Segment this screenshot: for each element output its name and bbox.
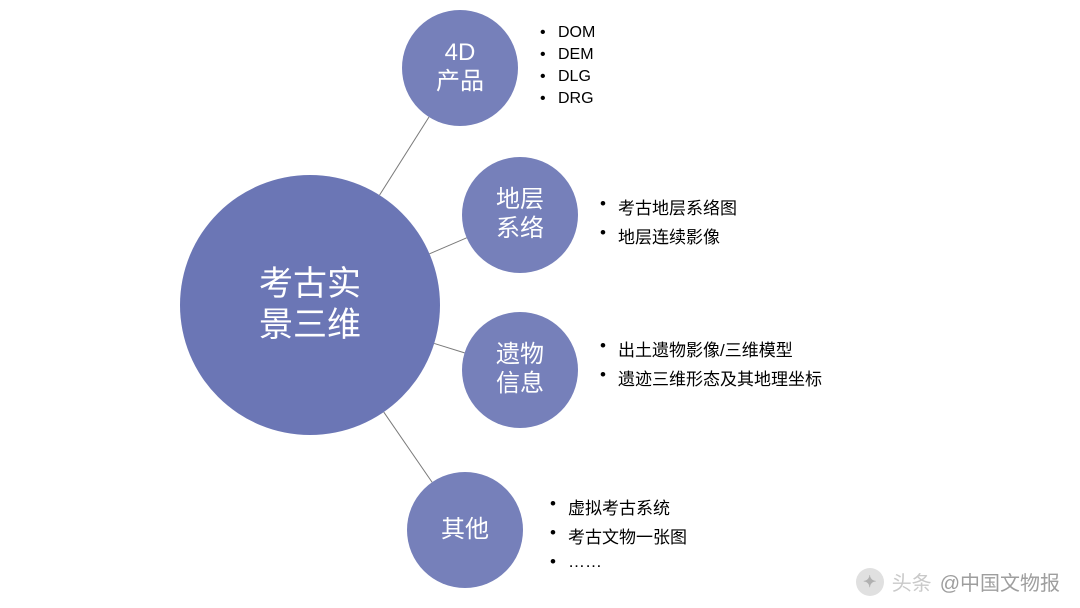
bullets-artifact: 出土遗物影像/三维模型遗迹三维形态及其地理坐标 (600, 332, 822, 394)
diagram-canvas: 考古实 景三维 4D 产品 地层 系络 遗物 信息 其他 DOM DEM DLG DR… (0, 0, 1080, 608)
watermark: ✦ 头条 @中国文物报 (856, 567, 1060, 596)
center-node: 考古实 景三维 (180, 175, 440, 435)
center-node-label: 考古实 景三维 (259, 264, 361, 346)
bullet-item: 虚拟考古系统 (550, 494, 687, 519)
bullet-item: DRG (540, 90, 595, 108)
bullet-item: DOM (540, 24, 595, 42)
bullet-item: 考古文物一张图 (550, 523, 687, 548)
watermark-prefix: 头条 (892, 567, 932, 596)
child-node-4d: 4D 产品 (402, 10, 518, 126)
bullet-item: 地层连续影像 (600, 223, 737, 248)
bullet-item: …… (550, 552, 687, 572)
bullets-4d: DOM DEM DLG DRG (540, 20, 595, 112)
bullets-other: 虚拟考古系统考古文物一张图 …… (550, 490, 687, 576)
child-node-other: 其他 (407, 472, 523, 588)
child-node-label: 4D 产品 (436, 39, 484, 97)
bullet-item: 出土遗物影像/三维模型 (600, 336, 822, 361)
child-node-label: 遗物 信息 (496, 341, 544, 399)
bullet-item: DLG (540, 68, 595, 86)
bullets-strata: 考古地层系络图地层连续影像 (600, 190, 737, 252)
bullet-item: DEM (540, 46, 595, 64)
child-node-artifact: 遗物 信息 (462, 312, 578, 428)
bullet-item: 遗迹三维形态及其地理坐标 (600, 365, 822, 390)
watermark-icon: ✦ (856, 568, 884, 596)
child-node-label: 其他 (441, 516, 489, 545)
child-node-strata: 地层 系络 (462, 157, 578, 273)
watermark-text: @中国文物报 (940, 567, 1060, 596)
child-node-label: 地层 系络 (496, 186, 544, 244)
bullet-item: 考古地层系络图 (600, 194, 737, 219)
